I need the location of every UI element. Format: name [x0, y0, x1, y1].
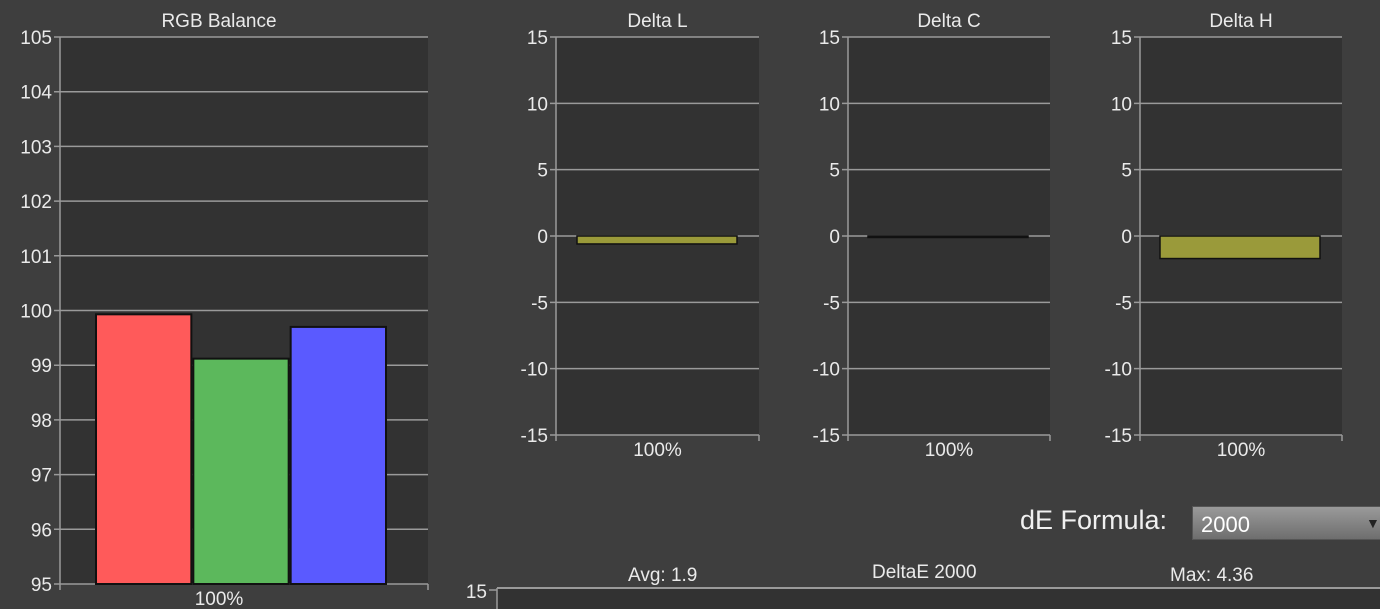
delta-c-tick-label: 10	[819, 94, 840, 115]
delta-c-tick-label: 0	[829, 227, 840, 248]
rgb-balance-tick-label: 97	[31, 466, 52, 487]
deltae-max-label: Max: 4.36	[1170, 565, 1254, 586]
rgb-balance-bar-0	[95, 313, 193, 585]
delta-h-tick-label: 10	[1111, 94, 1132, 115]
rgb-balance-tick-label: 104	[20, 83, 52, 104]
deltae-avg-label: Avg: 1.9	[628, 565, 698, 586]
rgb-balance-tick-label: 101	[20, 247, 52, 268]
delta-h-category-label: 100%	[1217, 440, 1266, 461]
delta-h-bar	[1159, 235, 1321, 260]
delta-h-tick-label: 15	[1111, 28, 1132, 49]
delta-h-tick-label: -5	[1115, 293, 1132, 314]
delta-c-bar	[867, 235, 1029, 239]
de-formula-dropdown[interactable]: 2000	[1192, 506, 1380, 540]
deltae-plot-area	[497, 588, 1380, 609]
rgb-balance-tick-label: 100	[20, 302, 52, 323]
deltae-title: DeltaE 2000	[872, 562, 977, 583]
deltae-tick-label: 15	[466, 582, 487, 603]
delta-c-tick-label: -5	[823, 293, 840, 314]
chevron-down-icon[interactable]: ▼	[1366, 515, 1380, 531]
rgb-balance-bar-2	[289, 325, 387, 585]
delta-c-category-label: 100%	[925, 440, 974, 461]
delta-l-tick-label: 10	[527, 94, 548, 115]
rgb-balance-tick-label: 102	[20, 192, 52, 213]
rgb-balance-category-label: 100%	[195, 589, 244, 609]
rgb-balance-tick-label: 99	[31, 356, 52, 377]
de-formula-label: dE Formula:	[1020, 505, 1168, 535]
delta-c-tick-label: -15	[813, 426, 840, 447]
delta-h-tick-label: -10	[1105, 360, 1132, 381]
delta-c-tick-label: -10	[813, 360, 840, 381]
rgb-balance-tick-label: 103	[20, 137, 52, 158]
delta-l-category-label: 100%	[633, 440, 682, 461]
delta-c-tick-label: 5	[829, 161, 840, 182]
delta-l-tick-label: 15	[527, 28, 548, 49]
delta-l-tick-label: -5	[531, 293, 548, 314]
rgb-balance-tick-label: 105	[20, 28, 52, 49]
rgb-balance-tick-label: 96	[31, 520, 52, 541]
delta-c-title: Delta C	[917, 11, 980, 32]
rgb-balance-title: RGB Balance	[161, 11, 276, 32]
rgb-balance-tick-label: 95	[31, 575, 52, 596]
delta-l-tick-label: 5	[537, 161, 548, 182]
delta-h-tick-label: 0	[1121, 227, 1132, 248]
delta-l-tick-label: 0	[537, 227, 548, 248]
de-formula-value: 2000	[1201, 512, 1250, 537]
delta-l-tick-label: -15	[521, 426, 548, 447]
delta-c-tick-label: 15	[819, 28, 840, 49]
delta-l-tick-label: -10	[521, 360, 548, 381]
delta-l-title: Delta L	[627, 11, 687, 32]
delta-h-tick-label: -15	[1105, 426, 1132, 447]
rgb-balance-tick-label: 98	[31, 411, 52, 432]
rgb-balance-bar-1	[192, 357, 290, 585]
delta-h-tick-label: 5	[1121, 161, 1132, 182]
delta-h-title: Delta H	[1209, 11, 1272, 32]
delta-l-bar	[576, 235, 738, 245]
